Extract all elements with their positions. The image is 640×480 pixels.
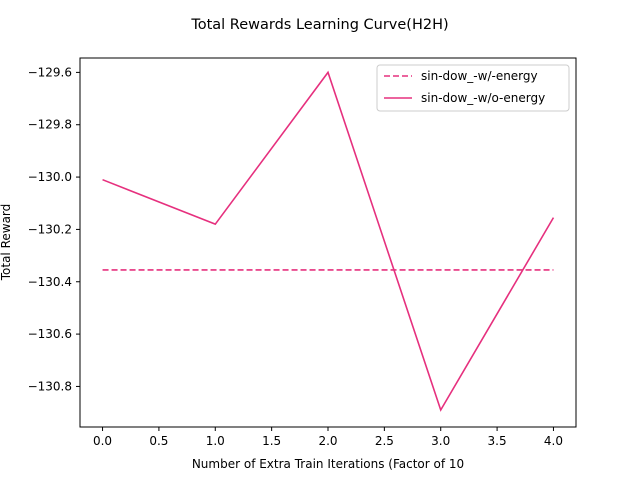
plot-area-frame <box>79 57 577 428</box>
y-tick-label: −130.0 <box>28 170 72 184</box>
chart-title: Total Rewards Learning Curve(H2H) <box>190 17 448 33</box>
legend-label: sin-dow_-w/-energy <box>421 69 538 83</box>
x-tick-label: 1.5 <box>262 434 281 448</box>
x-tick-label: 1.0 <box>206 434 225 448</box>
x-axis-label: Number of Extra Train Iterations (Factor… <box>192 457 464 471</box>
y-tick-label: −130.4 <box>28 275 72 289</box>
legend-frame <box>376 64 570 112</box>
y-axis-ticks: −129.6 −129.8 −130.0 −130.2 −130.4 −130.6 −130… <box>28 65 80 393</box>
series-layer <box>102 70 555 412</box>
y-tick-label: −130.8 <box>28 379 72 393</box>
y-tick-label: −129.6 <box>28 65 72 79</box>
legend: sin-dow_-w/-energy sin-dow_-w/o-energy <box>376 64 570 112</box>
y-tick-label: −130.6 <box>28 327 72 341</box>
y-axis-label: Total Reward <box>0 204 13 282</box>
x-tick-label: 0.0 <box>93 434 112 448</box>
legend-label: sin-dow_-w/o-energy <box>421 91 545 105</box>
y-tick-label: −130.2 <box>28 222 72 236</box>
x-tick-label: 4.0 <box>544 434 563 448</box>
x-axis-ticks: 0.0 0.5 1.0 1.5 2.0 2.5 3.0 3.5 4.0 <box>93 427 563 448</box>
x-tick-label: 2.0 <box>318 434 337 448</box>
series-line-2 <box>102 70 555 412</box>
x-tick-label: 3.0 <box>431 434 450 448</box>
y-tick-label: −129.8 <box>28 118 72 132</box>
x-tick-label: 2.5 <box>375 434 394 448</box>
x-tick-label: 0.5 <box>149 434 168 448</box>
x-tick-label: 3.5 <box>488 434 507 448</box>
